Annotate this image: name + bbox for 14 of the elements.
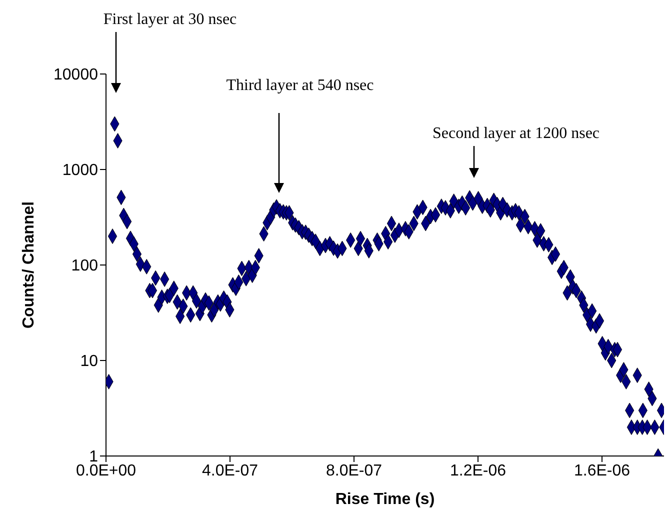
y-tick-label: 1000	[62, 162, 98, 180]
y-tick-label: 100	[71, 258, 98, 275]
x-tick-label: 0.0E+00	[76, 462, 136, 480]
x-tick-label: 4.0E-07	[202, 462, 258, 480]
x-tick-label: 1.6E-06	[574, 462, 630, 480]
y-axis-title: Counts/ Channel	[20, 201, 38, 329]
annotation: Second layer at 1200 nsec	[432, 125, 600, 142]
x-tick-label: 8.0E-07	[326, 462, 382, 480]
annotation: Third layer at 540 nsec	[226, 77, 374, 94]
text: First layer at 30 nsec	[103, 11, 237, 28]
x-axis-title: Rise Time (s)	[335, 491, 435, 508]
x-tick-label: 1.2E-06	[450, 462, 506, 480]
y-tick-label: 10000	[54, 66, 98, 84]
y-tick-label: 10	[80, 353, 98, 370]
